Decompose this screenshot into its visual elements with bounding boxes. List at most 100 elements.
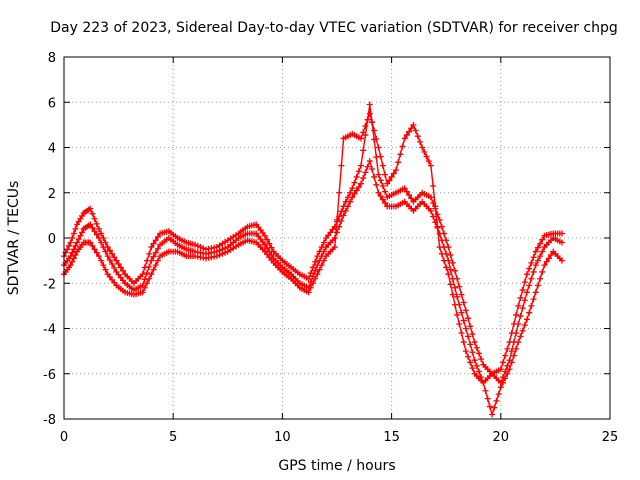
data-point-marker — [456, 283, 463, 290]
data-point-marker — [486, 403, 493, 410]
data-point-marker — [79, 229, 86, 236]
data-point-marker — [146, 275, 153, 282]
data-point-marker — [427, 162, 434, 169]
data-point-marker — [119, 267, 126, 274]
data-point-marker — [150, 266, 157, 273]
data-point-marker — [497, 366, 504, 373]
data-point-marker — [314, 271, 321, 278]
data-point-marker — [197, 244, 204, 251]
data-point-marker — [360, 147, 367, 154]
data-point-marker — [74, 239, 81, 246]
data-point-marker — [412, 127, 419, 134]
data-point-marker — [441, 257, 448, 264]
data-point-marker — [539, 236, 546, 243]
data-point-marker — [111, 254, 118, 261]
data-point-marker — [91, 246, 98, 253]
x-tick-label: 0 — [60, 430, 68, 445]
data-point-marker — [406, 192, 413, 199]
data-point-marker — [194, 242, 201, 249]
data-point-marker — [515, 320, 522, 327]
data-point-marker — [473, 362, 480, 369]
data-point-marker — [87, 221, 94, 228]
data-point-marker — [89, 242, 96, 249]
data-point-marker — [419, 144, 426, 151]
data-point-marker — [69, 249, 76, 256]
data-point-marker — [100, 262, 107, 269]
data-point-marker — [449, 275, 456, 282]
data-point-marker — [72, 225, 79, 232]
data-point-marker — [67, 262, 74, 269]
data-point-marker — [526, 282, 533, 289]
data-point-marker — [371, 127, 378, 134]
data-point-marker — [469, 365, 476, 372]
data-point-marker — [305, 289, 312, 296]
data-point-marker — [67, 239, 74, 246]
data-point-marker — [475, 368, 482, 375]
data-point-marker — [541, 262, 548, 269]
data-point-marker — [368, 165, 375, 172]
data-point-marker — [495, 391, 502, 398]
data-point-marker — [154, 233, 161, 240]
data-point-marker — [139, 271, 146, 278]
data-point-marker — [375, 189, 382, 196]
data-point-marker — [213, 253, 220, 260]
data-point-marker — [438, 250, 445, 257]
series-track-c — [61, 110, 565, 418]
data-point-marker — [403, 132, 410, 139]
data-point-marker — [69, 258, 76, 265]
data-point-marker — [111, 264, 118, 271]
data-point-marker — [382, 188, 389, 195]
data-point-marker — [368, 119, 375, 126]
data-point-marker — [456, 320, 463, 327]
data-point-marker — [403, 188, 410, 195]
data-point-marker — [451, 267, 458, 274]
data-point-marker — [360, 175, 367, 182]
data-point-marker — [460, 339, 467, 346]
data-point-marker — [89, 210, 96, 217]
data-point-marker — [447, 251, 454, 258]
data-point-marker — [192, 241, 199, 248]
data-point-marker — [98, 257, 105, 264]
axis-ticks: 0 5 10 15 20 25 -8 -6 -4 -2 0 2 4 6 8 — [43, 51, 618, 445]
data-point-marker — [355, 168, 362, 175]
data-point-marker — [436, 216, 443, 223]
data-point-marker — [548, 251, 555, 258]
data-point-marker — [375, 171, 382, 178]
data-point-marker — [338, 218, 345, 225]
data-point-marker — [528, 302, 535, 309]
y-tick-label: -6 — [43, 368, 56, 383]
data-point-marker — [349, 185, 356, 192]
data-point-marker — [513, 330, 520, 337]
data-point-marker — [316, 266, 323, 273]
data-point-marker — [445, 271, 452, 278]
data-point-marker — [425, 158, 432, 165]
x-tick-label: 15 — [383, 430, 400, 445]
data-point-marker — [366, 110, 373, 117]
data-point-marker — [148, 257, 155, 264]
data-point-marker — [351, 179, 358, 186]
data-point-marker — [521, 279, 528, 286]
data-point-marker — [526, 309, 533, 316]
data-point-marker — [467, 359, 474, 366]
data-point-marker — [336, 189, 343, 196]
data-point-marker — [331, 244, 338, 251]
data-point-marker — [95, 253, 102, 260]
data-point-marker — [534, 257, 541, 264]
series-trace — [63, 158, 563, 385]
data-point-marker — [93, 249, 100, 256]
data-point-marker — [216, 251, 223, 258]
data-point-marker — [95, 235, 102, 241]
data-point-marker — [109, 261, 116, 268]
data-point-marker — [150, 253, 157, 260]
data-point-marker — [530, 268, 537, 275]
data-point-marker — [399, 143, 406, 150]
data-point-marker — [148, 244, 155, 251]
data-point-marker — [386, 177, 393, 184]
data-point-marker — [366, 101, 373, 108]
data-point-marker — [408, 125, 415, 132]
data-point-marker — [499, 379, 506, 386]
data-point-marker — [70, 255, 77, 262]
data-point-marker — [392, 167, 399, 174]
data-point-marker — [530, 296, 537, 303]
data-point-marker — [521, 322, 528, 329]
